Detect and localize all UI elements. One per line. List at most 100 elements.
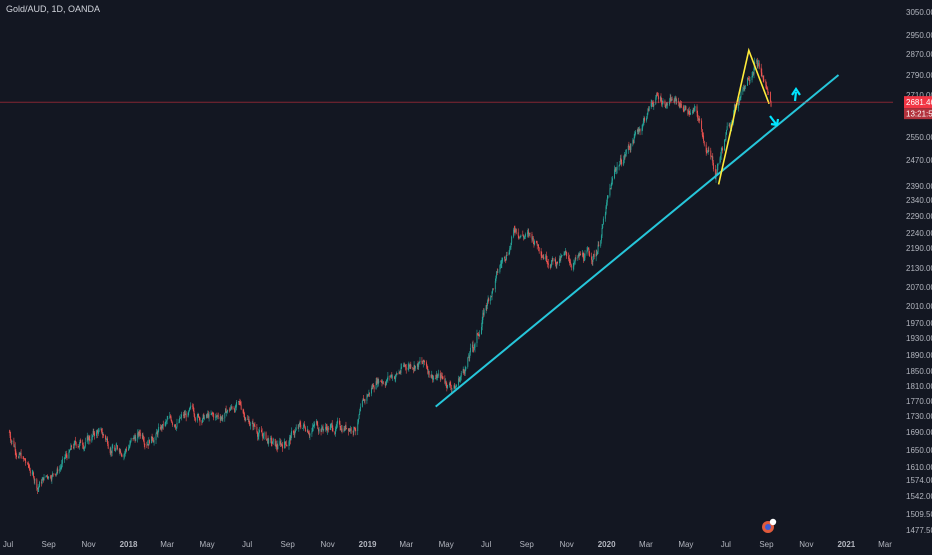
candle-body <box>217 415 219 418</box>
price-tag-bg <box>904 96 932 109</box>
candle-body <box>401 366 403 368</box>
price-tick-label: 1810.000 <box>906 382 932 391</box>
candle-body <box>739 97 741 103</box>
candle-body <box>276 447 278 450</box>
candle-body <box>334 431 336 434</box>
candle-body <box>325 426 327 428</box>
candle-body <box>464 369 466 374</box>
candle-body <box>616 169 617 171</box>
candle-body <box>430 374 432 378</box>
candle-body <box>61 463 63 468</box>
candle-body <box>280 443 282 445</box>
candle-body <box>207 413 209 418</box>
candle-body <box>436 374 438 378</box>
candle-body <box>766 85 767 89</box>
candle-body <box>153 440 155 443</box>
candle-body <box>309 433 311 436</box>
candle-body <box>659 97 661 100</box>
candle-body <box>198 413 200 418</box>
candle-body <box>94 432 95 436</box>
candle-body <box>262 433 264 439</box>
candle-body <box>103 434 105 436</box>
candle-body <box>456 385 458 387</box>
candle-body <box>691 111 693 113</box>
candle-body <box>573 262 575 267</box>
candle-body <box>100 428 102 430</box>
candle-body <box>201 421 203 423</box>
candle-body <box>644 118 646 121</box>
candle-body <box>362 398 364 401</box>
candle-body <box>120 450 122 454</box>
candle-body <box>560 255 562 258</box>
candle-body <box>11 440 13 442</box>
candle-body <box>669 101 670 105</box>
candle-body <box>761 72 763 77</box>
candle-body <box>92 435 93 437</box>
candle-body <box>490 296 492 297</box>
candle-body <box>330 424 332 428</box>
candle-body <box>665 103 667 108</box>
candle-body <box>601 228 603 236</box>
candle-body <box>514 230 516 232</box>
candle-body <box>65 454 67 456</box>
candle-body <box>183 414 184 416</box>
candle-body <box>705 144 707 152</box>
candle-body <box>740 91 742 98</box>
time-tick-label: 2020 <box>598 540 616 549</box>
time-axis[interactable]: Jul Sep Nov 2018 Mar May Jul Sep Nov 2019 Mar May Ju… <box>3 540 892 549</box>
candle-body <box>350 428 351 431</box>
candle-body <box>619 158 621 165</box>
candle-body <box>633 140 634 144</box>
candle-body <box>748 79 750 82</box>
candle-body <box>371 387 372 394</box>
candle-body <box>71 445 72 447</box>
candle-body <box>583 256 585 262</box>
candle-body <box>765 80 767 86</box>
candle-body <box>312 425 314 428</box>
candle-body <box>564 250 566 253</box>
candle-body <box>230 407 232 410</box>
candle-body <box>202 418 203 423</box>
candle-body <box>181 414 183 417</box>
candle-body <box>450 387 452 389</box>
triangle-pattern[interactable] <box>717 47 770 185</box>
candle-body <box>251 422 253 424</box>
candle-body <box>407 367 409 370</box>
candle-body <box>118 448 120 452</box>
candle-body <box>716 165 718 174</box>
candle-body <box>637 129 639 132</box>
candle-body <box>471 344 473 348</box>
candle-body <box>524 234 526 237</box>
candle-body <box>605 206 607 214</box>
candle-body <box>101 432 103 435</box>
candle-body <box>105 435 107 440</box>
candle-body <box>109 448 111 453</box>
candle-body <box>598 244 600 246</box>
candle-body <box>377 379 379 383</box>
candle-body <box>575 258 577 259</box>
candle-body <box>61 458 63 464</box>
candle-body <box>353 427 355 433</box>
candle-body <box>555 263 557 266</box>
candle-body <box>318 428 319 432</box>
support-trendline[interactable] <box>435 74 840 408</box>
candle-body <box>253 424 255 426</box>
candle-body <box>141 434 143 437</box>
candle-body <box>763 79 765 81</box>
candle-body <box>234 406 236 412</box>
candle-body <box>32 472 34 474</box>
candle-body <box>728 124 730 127</box>
candle-body <box>422 362 424 364</box>
candle-body <box>537 244 539 246</box>
price-axis[interactable]: 3050.000 2950.000 2870.000 2790.000 2710.000… <box>906 8 932 535</box>
candle-body <box>699 119 701 121</box>
candle-body <box>708 150 710 151</box>
candle-body <box>364 399 366 401</box>
candle-body <box>192 405 194 407</box>
candle-body <box>321 427 323 432</box>
candle-body <box>545 255 547 260</box>
candle-body <box>624 155 626 157</box>
candle-body <box>298 424 300 429</box>
